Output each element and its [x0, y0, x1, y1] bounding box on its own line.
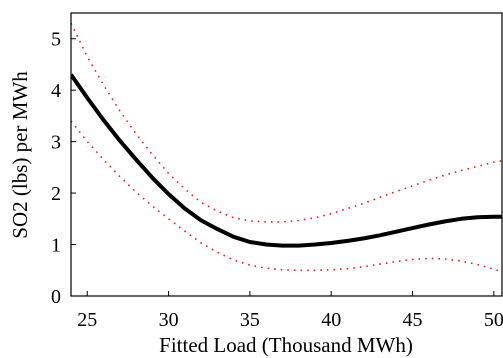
x-tick-label: 40	[321, 309, 341, 331]
x-tick-label: 45	[403, 309, 423, 331]
y-tick-label: 3	[51, 132, 61, 154]
y-tick-label: 1	[51, 235, 61, 257]
x-tick-label: 50	[484, 309, 503, 331]
y-tick-label: 0	[51, 286, 61, 308]
x-tick-label: 35	[240, 309, 260, 331]
x-tick-label: 25	[77, 309, 97, 331]
y-axis-label: SO2 (lbs) per MWh	[8, 71, 32, 239]
y-tick-label: 4	[51, 80, 61, 102]
series-line-fit	[71, 73, 502, 248]
series-layer	[71, 22, 502, 273]
x-tick-label: 30	[159, 309, 179, 331]
x-axis-label: Fitted Load (Thousand MWh)	[159, 333, 413, 357]
y-tick-label: 5	[51, 29, 61, 51]
series-line-upper-bound	[71, 22, 502, 223]
series-line-lower-bound	[71, 120, 502, 273]
y-tick-label: 2	[51, 183, 61, 205]
plot-frame	[70, 12, 503, 297]
